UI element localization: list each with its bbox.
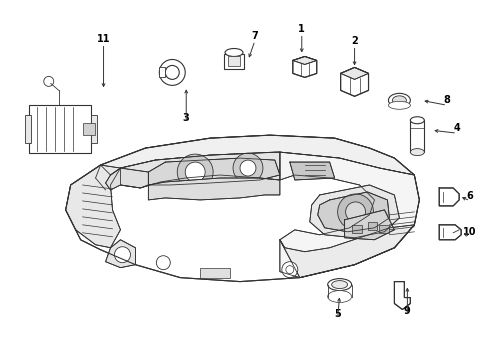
Bar [29,105,90,153]
Polygon shape [317,192,388,232]
Circle shape [44,76,54,86]
Circle shape [159,59,185,85]
Bar [159,67,165,77]
Ellipse shape [327,291,351,302]
Polygon shape [292,57,316,77]
Circle shape [114,247,130,263]
Circle shape [337,194,373,230]
Polygon shape [65,165,120,248]
Polygon shape [148,158,279,185]
Polygon shape [289,162,334,180]
Circle shape [177,154,213,190]
Polygon shape [344,210,394,240]
Bar [82,123,94,135]
Bar [367,222,377,230]
Circle shape [281,262,297,278]
Polygon shape [340,67,368,96]
Bar [200,268,229,278]
Text: 8: 8 [443,95,450,105]
Bar [351,225,361,233]
Polygon shape [394,282,409,310]
Text: 2: 2 [350,36,357,46]
Polygon shape [279,225,413,278]
Ellipse shape [392,96,406,105]
Ellipse shape [327,279,351,291]
Text: 5: 5 [334,310,340,319]
Bar [25,115,31,143]
Polygon shape [309,185,399,238]
Circle shape [156,256,170,270]
Ellipse shape [331,280,347,289]
Ellipse shape [409,117,424,124]
Circle shape [345,202,365,222]
Ellipse shape [387,93,409,107]
Bar [379,225,388,233]
Bar [90,115,96,143]
Polygon shape [148,178,279,200]
Polygon shape [340,67,368,80]
Polygon shape [279,152,419,278]
Text: 6: 6 [466,191,472,201]
Polygon shape [105,240,135,268]
Circle shape [165,66,179,80]
Text: 4: 4 [453,123,460,133]
Ellipse shape [224,49,243,57]
Ellipse shape [387,101,409,109]
Polygon shape [101,135,413,175]
Text: 11: 11 [97,33,110,44]
Polygon shape [292,57,316,64]
Text: 1: 1 [298,24,305,33]
Text: 3: 3 [183,113,189,123]
Bar [227,57,240,67]
Ellipse shape [409,149,424,156]
Bar [409,120,424,152]
Circle shape [233,153,263,183]
Circle shape [185,162,205,182]
Text: 10: 10 [463,227,476,237]
Polygon shape [120,152,279,188]
Polygon shape [105,168,148,190]
Text: 7: 7 [251,31,258,41]
Polygon shape [438,225,460,240]
Text: 9: 9 [403,306,410,316]
Polygon shape [438,188,458,206]
Circle shape [285,266,293,274]
Circle shape [240,160,255,176]
Bar [224,54,244,69]
Polygon shape [65,135,419,282]
